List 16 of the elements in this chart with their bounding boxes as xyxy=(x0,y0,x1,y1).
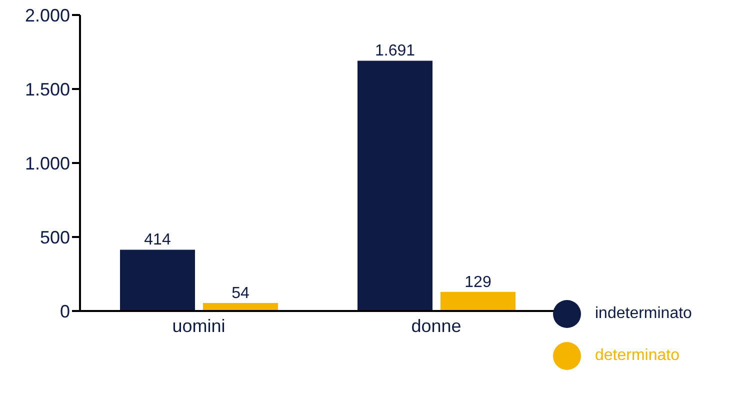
legend-label: determinato xyxy=(595,347,680,365)
data-label: 1.691 xyxy=(374,42,416,60)
data-label: 414 xyxy=(144,232,171,249)
bar xyxy=(440,292,516,311)
bar xyxy=(358,60,432,311)
y-tick-label: 1.500 xyxy=(24,79,70,100)
data-label: 129 xyxy=(464,274,492,291)
y-tick-label: 1.000 xyxy=(24,153,70,174)
y-tick-label: 0 xyxy=(60,301,70,322)
y-tick-label: 500 xyxy=(40,227,70,248)
data-label: 54 xyxy=(232,285,250,302)
x-tick-label: uomini xyxy=(172,316,226,336)
bar xyxy=(120,250,195,311)
y-tick-label: 2.000 xyxy=(24,5,70,26)
x-tick-label: donne xyxy=(411,316,462,336)
legend-label: indeterminato xyxy=(595,305,692,323)
